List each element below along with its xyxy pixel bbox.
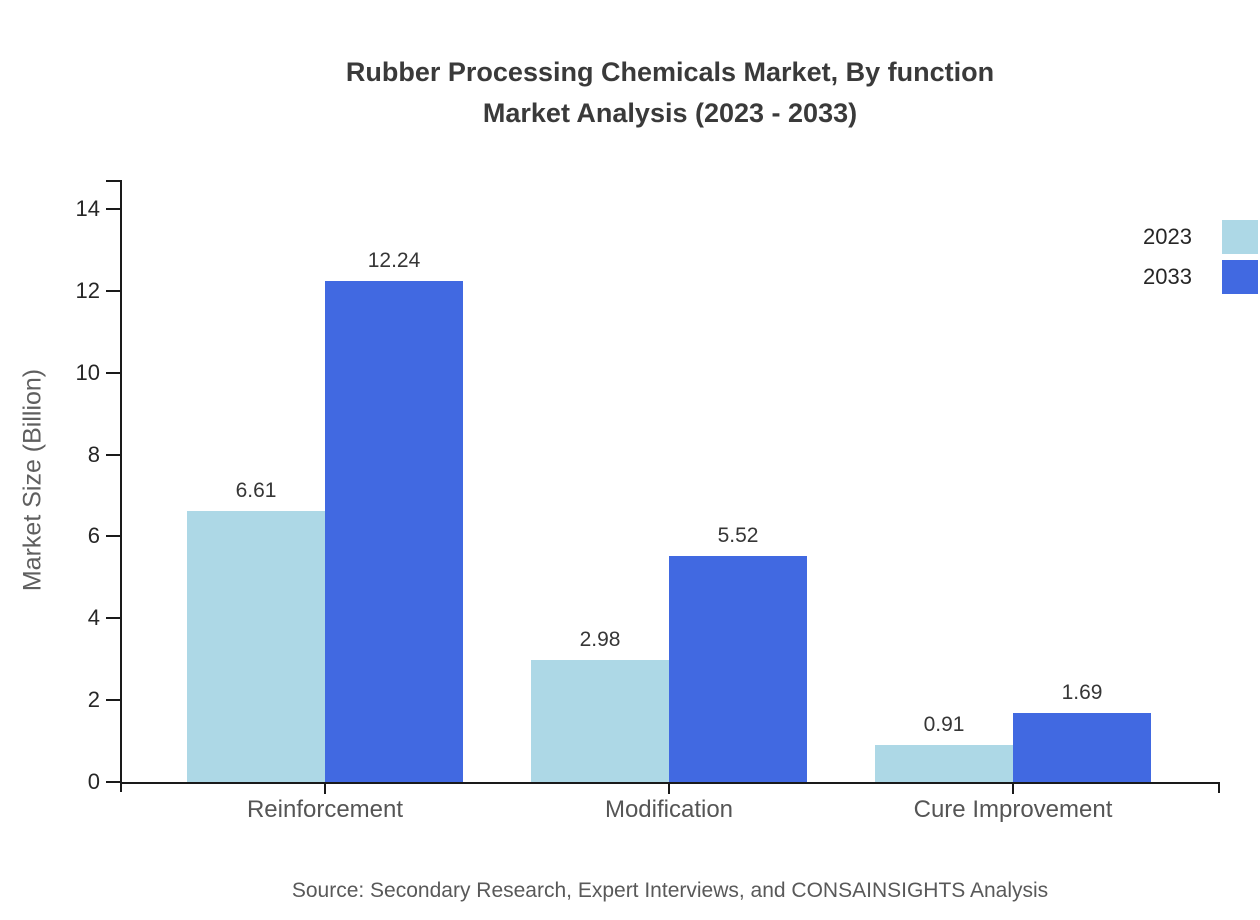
y-axis-line — [120, 180, 122, 792]
y-tick-label-12: 12 — [75, 277, 100, 303]
source-text: Source: Secondary Research, Expert Inter… — [291, 879, 1049, 902]
bar-2023-2 — [875, 745, 1013, 782]
legend-label-2023: 2023 — [1143, 224, 1192, 249]
bar-2033-1 — [669, 556, 807, 782]
bar-2023-1 — [531, 660, 669, 782]
bar-2033-2 — [1013, 713, 1151, 782]
bar-value-label-2023-1: 2.98 — [579, 628, 621, 651]
bar-2033-0 — [325, 281, 463, 782]
y-tick-label-2: 2 — [87, 687, 100, 713]
x-tick-1 — [668, 782, 670, 794]
y-tick-12 — [106, 289, 120, 292]
y-axis-top-cap — [106, 180, 122, 182]
bar-value-label-2023-0: 6.61 — [235, 479, 277, 502]
legend-swatch-2033 — [1222, 260, 1258, 294]
category-label-0: Reinforcement — [246, 796, 404, 823]
y-tick-label-0: 0 — [87, 769, 100, 794]
legend: 2023 2033 — [1143, 220, 1258, 300]
y-tick-label-6: 6 — [87, 523, 100, 549]
chart-title-line2: Market Analysis (2023 - 2033) — [482, 98, 858, 128]
y-axis-title: Market Size (Billion) — [18, 368, 47, 592]
y-tick-label-10: 10 — [75, 359, 100, 385]
chart-title: Rubber Processing Chemicals Market, By f… — [80, 52, 1260, 134]
y-tick-6 — [106, 535, 120, 538]
legend-label-2033: 2033 — [1143, 264, 1192, 289]
legend-row-2023: 2023 — [1143, 220, 1258, 254]
x-axis-line — [120, 782, 1220, 784]
bar-value-label-2033-0: 12.24 — [367, 249, 421, 272]
chart-title-line1: Rubber Processing Chemicals Market, By f… — [345, 57, 995, 87]
y-tick-label-8: 8 — [87, 441, 100, 467]
bar-2023-0 — [187, 511, 325, 782]
y-tick-0 — [106, 781, 120, 783]
plot-area: 0 2 4 6 8 10 12 14 Reinforcement 6.61 12.24 Modific… — [76, 180, 1220, 823]
y-tick-4 — [106, 617, 120, 620]
legend-row-2033: 2033 — [1143, 260, 1258, 294]
y-tick-14 — [106, 207, 120, 210]
y-tick-10 — [106, 371, 120, 374]
x-tick-2 — [1012, 782, 1014, 794]
category-label-2: Cure Improvement — [913, 796, 1113, 823]
legend-swatch-2023 — [1222, 220, 1258, 254]
x-tick-0 — [324, 782, 326, 794]
y-tick-label-14: 14 — [75, 195, 100, 221]
x-axis-right-cap — [1218, 782, 1220, 793]
y-tick-8 — [106, 453, 120, 456]
y-tick-label-4: 4 — [87, 605, 100, 631]
y-tick-2 — [106, 699, 120, 702]
bar-value-label-2023-2: 0.91 — [923, 713, 965, 736]
category-label-1: Modification — [604, 796, 734, 823]
bar-value-label-2033-1: 5.52 — [717, 524, 759, 547]
bar-value-label-2033-2: 1.69 — [1061, 681, 1103, 704]
